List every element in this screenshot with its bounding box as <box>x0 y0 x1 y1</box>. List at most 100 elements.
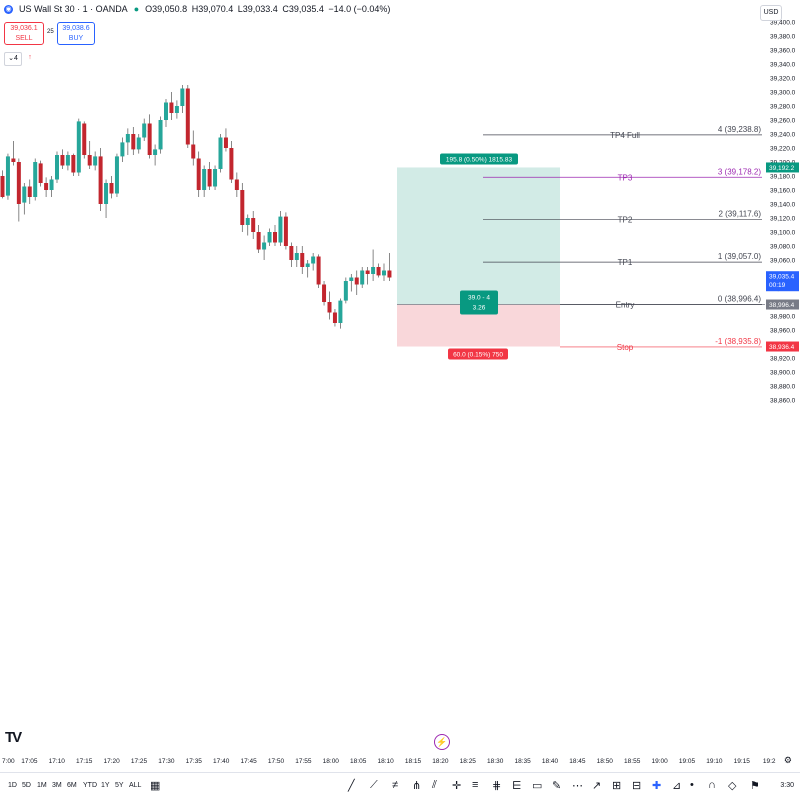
range-1y[interactable]: 1Y <box>101 782 110 789</box>
chart-header: ◉ US Wall St 30 · 1 · OANDA ● O39,050.8 … <box>4 4 392 14</box>
candle <box>158 116 163 154</box>
range-ytd[interactable]: YTD <box>83 782 97 789</box>
fib-levels[interactable]: TP4 Full 4 (39,238.8) TP3 3 (39,178.2) TP2 2 … <box>483 125 762 352</box>
candle <box>147 114 152 159</box>
time-tick-label: 17:15 <box>76 758 93 765</box>
buy-price: 39,038.6 <box>62 25 90 32</box>
candle <box>185 85 190 148</box>
candle-body <box>71 155 76 173</box>
trend-line-icon[interactable]: ╱ <box>348 780 355 792</box>
price-tick-label: 39,180.0 <box>770 174 796 181</box>
candle <box>44 177 49 197</box>
pitchfork-icon[interactable]: ⋔ <box>412 780 422 792</box>
symbol-title[interactable]: US Wall St 30 · 1 · OANDA <box>19 4 128 14</box>
rectangle-icon[interactable]: ▭ <box>532 780 543 792</box>
candle-body <box>234 179 239 190</box>
candle <box>71 153 76 176</box>
price-tick-label: 39,080.0 <box>770 244 796 251</box>
price-tick-label: 39,360.0 <box>770 48 796 55</box>
price-tick-label: 39,320.0 <box>770 76 796 83</box>
gann-icon[interactable]: ✛ <box>452 780 462 792</box>
candle-body <box>169 102 174 113</box>
crosshair-icon[interactable]: ✚ <box>652 780 662 792</box>
range-all[interactable]: ALL <box>129 782 142 789</box>
range-5d[interactable]: 5D <box>22 782 31 789</box>
alert-icon[interactable]: ↑ <box>28 54 32 61</box>
candle <box>245 214 250 236</box>
candle-body <box>142 123 147 138</box>
candle-body <box>55 155 59 180</box>
candle-body <box>251 218 256 232</box>
fib-extension-icon[interactable]: ⋕ <box>492 780 502 792</box>
entry-price-label-bg <box>766 299 799 310</box>
candle <box>387 253 392 281</box>
currency-selector[interactable]: USD <box>760 5 782 21</box>
range-1m[interactable]: 1M <box>37 782 47 789</box>
fib-retracement-icon[interactable]: ≡ <box>472 779 479 791</box>
time-axis[interactable]: 7:00 17:05 17:10 17:15 17:20 17:25 17:30 17:35 1… <box>2 758 776 765</box>
price-tick-label: 39,300.0 <box>770 90 796 97</box>
target-price-label: 39,192.2 <box>769 165 795 172</box>
price-tick-label: 38,920.0 <box>770 356 796 363</box>
price-tick-label: 39,400.0 <box>770 20 796 27</box>
measure-icon[interactable]: ⊿ <box>672 780 682 792</box>
candle <box>360 267 365 288</box>
price-tick-label: 38,880.0 <box>770 384 796 391</box>
path-icon[interactable]: ⋯ <box>572 780 583 792</box>
indicators-toggle[interactable]: ⌄4 <box>4 52 22 66</box>
candle-body <box>0 176 5 197</box>
candle-body <box>376 267 381 276</box>
magnet-icon[interactable]: ∩ <box>708 779 716 791</box>
candle-body <box>104 183 109 204</box>
long-position-icon[interactable]: ⊞ <box>612 780 622 792</box>
arrow-icon[interactable]: ↗ <box>592 780 602 792</box>
candle-body <box>229 148 234 180</box>
candle <box>98 148 103 211</box>
time-tick-label: 18:20 <box>432 758 449 765</box>
range-5y[interactable]: 5Y <box>115 782 124 789</box>
short-position-icon[interactable]: ⊟ <box>632 780 642 792</box>
channel-icon[interactable]: ⫽ <box>432 779 437 791</box>
candle-body <box>11 158 16 162</box>
flag-icon[interactable]: ⚑ <box>750 780 760 792</box>
gear-icon[interactable]: ⚙ <box>783 755 792 765</box>
candle-body <box>322 284 327 302</box>
range-3m[interactable]: 3M <box>52 782 62 789</box>
candle-body <box>207 169 212 187</box>
sell-button[interactable]: 39,036.1 SELL <box>4 22 44 45</box>
buy-button[interactable]: 39,038.6 BUY <box>57 22 95 45</box>
stop-price-label: 38,936.4 <box>769 344 795 351</box>
flash-icon[interactable]: ⚡ <box>434 734 450 750</box>
dot-icon[interactable]: • <box>690 779 694 791</box>
fib-level-name: TP2 <box>618 216 633 225</box>
candle <box>365 267 370 285</box>
brush-icon[interactable]: ✎ <box>552 780 562 792</box>
calendar-icon[interactable]: ▦ <box>150 780 161 792</box>
range-1d[interactable]: 1D <box>8 782 17 789</box>
time-tick-label: 17:50 <box>268 758 285 765</box>
ohlc-high: H39,070.4 <box>191 4 234 14</box>
candle <box>55 151 59 183</box>
entry-price-label: 38,996.4 <box>769 302 795 309</box>
info-line-icon[interactable]: ≠ <box>392 779 399 791</box>
price-axis[interactable]: 39,400.0 39,380.0 39,360.0 39,340.0 39,320.0… <box>766 20 799 405</box>
candle-body <box>382 270 386 276</box>
fib-level-entry: Entry 0 (38,996.4) <box>560 295 762 310</box>
range-6m[interactable]: 6M <box>67 782 77 789</box>
price-tick-label: 39,160.0 <box>770 188 796 195</box>
position-zones[interactable]: 195.8 (0.50%) 1815.83 39.0 - 4 3.26 60.0 (0… <box>397 153 765 360</box>
target-label-bg <box>440 153 518 165</box>
candle-body <box>5 156 10 196</box>
candle-body <box>360 270 365 285</box>
time-tick-label: 17:30 <box>158 758 175 765</box>
candle <box>104 179 109 218</box>
xabcd-icon[interactable]: ◇ <box>728 780 737 792</box>
session-clock[interactable]: 3:30 <box>780 782 794 789</box>
candle-body <box>300 253 305 267</box>
fib-channel-icon[interactable]: ⋿ <box>512 780 522 792</box>
time-tick-label: 18:35 <box>514 758 531 765</box>
ray-icon[interactable]: ⟋ <box>370 779 378 791</box>
candle-body <box>87 155 92 166</box>
fib-level-value: 1 (39,057.0) <box>718 252 761 261</box>
